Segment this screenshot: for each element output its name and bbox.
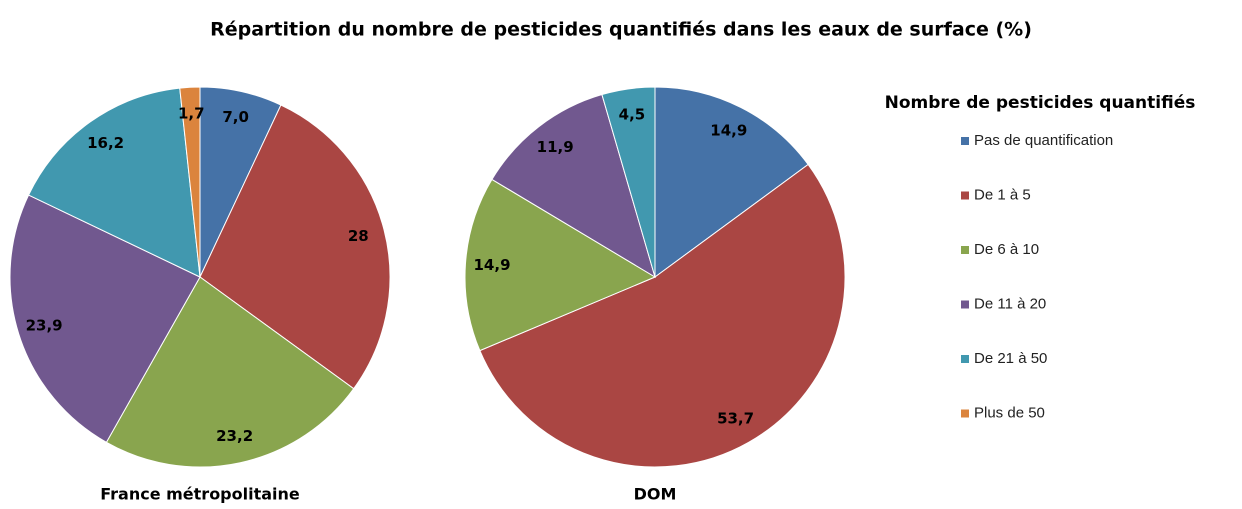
- chart-title: Répartition du nombre de pesticides quan…: [210, 19, 1032, 41]
- pie-slice: [105, 276, 355, 468]
- data-label: 23,9: [26, 317, 63, 335]
- pie-slice: [199, 104, 391, 390]
- data-label: 28: [348, 227, 369, 245]
- data-label: 53,7: [717, 410, 754, 428]
- pie-label: DOM: [634, 485, 677, 504]
- data-label: 23,2: [216, 427, 253, 445]
- pie-slice: [491, 93, 656, 279]
- pie-slice: [601, 86, 656, 278]
- pie-label: France métropolitaine: [100, 485, 300, 504]
- data-label: 4,5: [619, 106, 646, 124]
- data-label: 16,2: [87, 134, 124, 152]
- pie-slice: [9, 194, 201, 444]
- data-label: 7,0: [222, 108, 249, 126]
- pie-slice: [479, 163, 846, 468]
- data-label: 11,9: [537, 138, 574, 156]
- legend-label: De 21 à 50: [974, 350, 1047, 367]
- legend-label: Pas de quantification: [974, 132, 1113, 149]
- legend-swatch: [961, 300, 969, 309]
- data-label: 1,7: [178, 104, 205, 122]
- legend-label: De 11 à 20: [974, 295, 1046, 312]
- legend-swatch: [961, 191, 969, 200]
- legend-label: De 1 à 5: [974, 186, 1031, 203]
- legend-swatch: [961, 137, 969, 145]
- pie-slice: [179, 86, 201, 278]
- data-label: 14,9: [474, 256, 511, 274]
- pie-slice: [464, 178, 657, 352]
- legend-label: Plus de 50: [974, 404, 1045, 421]
- legend-swatch: [961, 409, 969, 418]
- legend-swatch: [961, 246, 969, 254]
- legend-label: De 6 à 10: [974, 241, 1039, 258]
- pie-slice: [27, 87, 201, 278]
- legend-swatch: [961, 355, 969, 363]
- pie-slice: [654, 86, 809, 278]
- legend-title: Nombre de pesticides quantifiés: [885, 93, 1196, 113]
- data-label: 14,9: [710, 122, 747, 140]
